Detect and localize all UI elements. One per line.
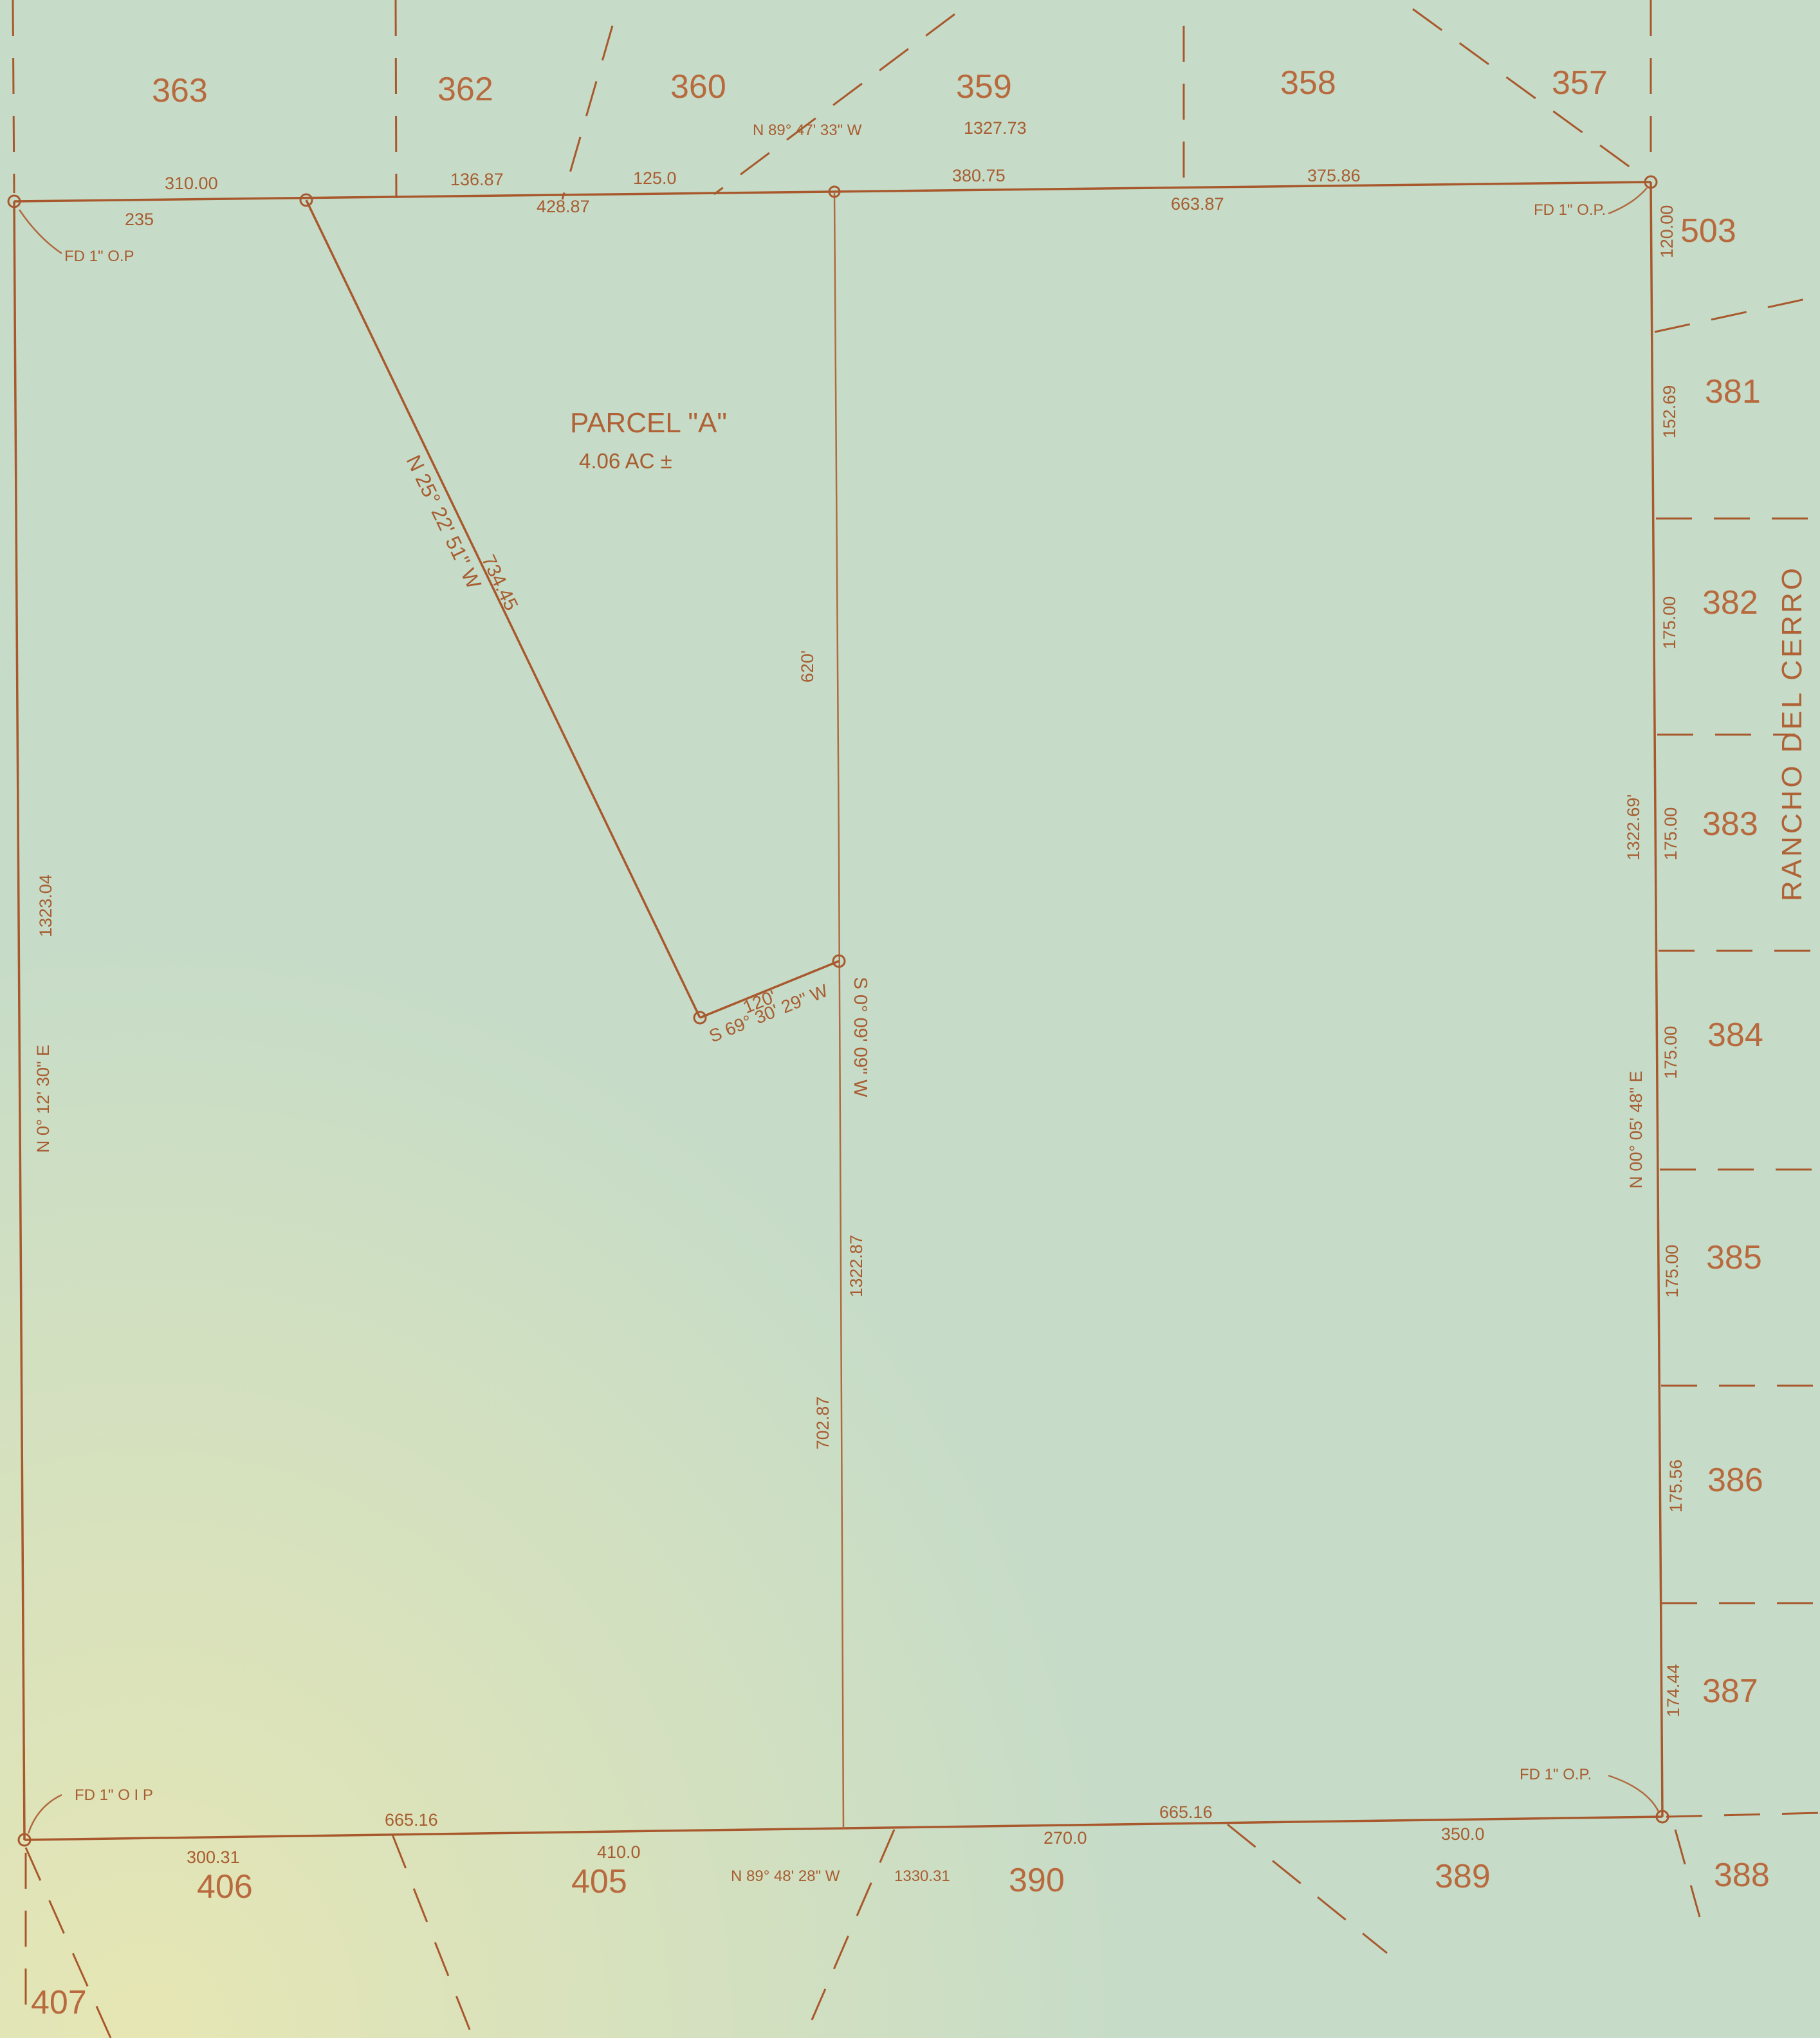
- lot-line-363-west: [12, 0, 15, 194]
- leader-se: [1608, 1774, 1660, 1812]
- east-boundary-line: [1650, 181, 1664, 1817]
- west-total-label: 1323.04: [36, 874, 55, 937]
- monument-se-icon: [1655, 1810, 1669, 1824]
- east-seg-175a: 175.00: [1660, 596, 1679, 650]
- lot-line-358-357: [1412, 8, 1645, 179]
- monument-sw-label: FD 1" O I P: [75, 1786, 153, 1804]
- north-dim-125: 125.0: [633, 169, 677, 188]
- monument-parcel-corner-icon: [299, 193, 313, 207]
- west-bearing-label: N 0° 12' 30" E: [33, 1045, 53, 1153]
- north-dim-375: 375.86: [1307, 166, 1361, 185]
- parcel-area-label: 4.06 AC ±: [579, 449, 672, 473]
- lot-line-503-381: [1654, 295, 1820, 333]
- south-dim-410: 410.0: [597, 1842, 641, 1862]
- lot-359-label: 359: [956, 68, 1012, 106]
- monument-south-angle-icon: [693, 1011, 707, 1025]
- north-dim-428: 428.87: [537, 197, 590, 216]
- monument-nw-icon: [7, 194, 21, 208]
- lot-line-405-390: [811, 1829, 896, 2021]
- monument-east-angle-icon: [832, 954, 846, 968]
- north-dim-235: 235: [125, 210, 154, 229]
- lot-503-label: 503: [1680, 212, 1736, 250]
- north-dim-380: 380.75: [952, 166, 1006, 185]
- lot-362-label: 362: [437, 71, 493, 108]
- north-dim-663: 663.87: [1171, 194, 1224, 214]
- north-bearing-label: N 89° 47' 33" W: [753, 122, 862, 139]
- south-total-label: 1330.31: [894, 1868, 950, 1885]
- lot-line-362-360: [561, 25, 614, 200]
- south-dim-270: 270.0: [1043, 1828, 1087, 1848]
- mid-total-label: 1322.87: [847, 1235, 866, 1298]
- east-bearing-label: N 00° 05' 48" E: [1626, 1070, 1646, 1188]
- lot-line-360-359: [713, 13, 955, 196]
- east-seg-175c: 175.00: [1661, 1026, 1680, 1079]
- lot-363-label: 363: [152, 72, 208, 109]
- lot-line-407-406: [24, 1847, 112, 2038]
- south-bearing-label: N 89° 48' 28" W: [731, 1868, 840, 1885]
- south-dim-665b: 665.16: [1159, 1803, 1213, 1822]
- monument-se-label: FD 1" O.P.: [1520, 1766, 1592, 1783]
- north-dim-136: 136.87: [450, 170, 504, 189]
- lot-360-label: 360: [670, 68, 726, 106]
- lot-line-390-389: [1227, 1823, 1388, 1954]
- lot-390-label: 390: [1009, 1862, 1065, 1899]
- east-total-label: 1322.69': [1624, 794, 1643, 861]
- monument-ne-icon: [1644, 175, 1658, 189]
- mid-lower-length-label: 702.87: [813, 1397, 832, 1450]
- east-seg-120: 120.00: [1657, 205, 1677, 259]
- lot-383-label: 383: [1702, 805, 1758, 843]
- road-name-label: RANCHO DEL CERRO: [1776, 565, 1808, 901]
- lot-357-label: 357: [1552, 64, 1608, 102]
- east-seg-175d: 175.00: [1662, 1245, 1682, 1298]
- parcel-name-label: PARCEL "A": [570, 407, 727, 439]
- mid-bearing-label: S 0° 09' 09" W: [850, 977, 870, 1097]
- monument-ne-label: FD 1" O.P.: [1534, 201, 1606, 219]
- north-boundary-line: [14, 181, 1651, 203]
- parcel-a-east-line: [833, 191, 840, 855]
- lot-line-389-388: [1674, 1829, 1701, 1918]
- west-boundary-line: [13, 201, 26, 1841]
- lot-405-label: 405: [571, 1863, 627, 1900]
- monument-sw-icon: [17, 1833, 32, 1847]
- lot-384-label: 384: [1707, 1016, 1763, 1054]
- lot-386-label: 386: [1707, 1462, 1763, 1499]
- lot-407-label: 407: [31, 1984, 87, 2021]
- interior-center-line: [838, 854, 845, 1830]
- south-dim-350: 350.0: [1441, 1824, 1485, 1844]
- lot-line-406-405: [391, 1834, 472, 2033]
- leader-sw: [27, 1794, 62, 1834]
- mid-upper-length-label: 620': [798, 650, 817, 683]
- north-total-label: 1327.73: [964, 118, 1027, 138]
- lot-381-label: 381: [1705, 373, 1761, 410]
- leader-nw: [18, 209, 62, 255]
- east-seg-175e: 175.56: [1666, 1460, 1686, 1513]
- monument-north-mid-icon: [828, 185, 841, 198]
- lot-line-387-388: [1666, 1812, 1820, 1818]
- south-dim-665a: 665.16: [385, 1810, 438, 1830]
- leader-ne: [1608, 187, 1648, 215]
- short-parcel-line: [699, 960, 840, 1019]
- east-seg-174: 174.44: [1664, 1664, 1683, 1718]
- lot-388-label: 388: [1714, 1857, 1770, 1894]
- lot-385-label: 385: [1706, 1239, 1762, 1276]
- lot-382-label: 382: [1702, 584, 1758, 621]
- north-dim-310: 310.00: [165, 174, 218, 193]
- east-seg-152: 152.69: [1660, 385, 1679, 439]
- diagonal-parcel-line: [305, 199, 701, 1018]
- south-dim-300: 300.31: [187, 1848, 240, 1867]
- lot-406-label: 406: [197, 1868, 253, 1905]
- monument-nw-label: FD 1" O.P: [64, 248, 134, 265]
- lot-358-label: 358: [1280, 64, 1336, 102]
- east-seg-175b: 175.00: [1661, 807, 1680, 861]
- lot-387-label: 387: [1702, 1673, 1758, 1710]
- lot-389-label: 389: [1435, 1858, 1491, 1895]
